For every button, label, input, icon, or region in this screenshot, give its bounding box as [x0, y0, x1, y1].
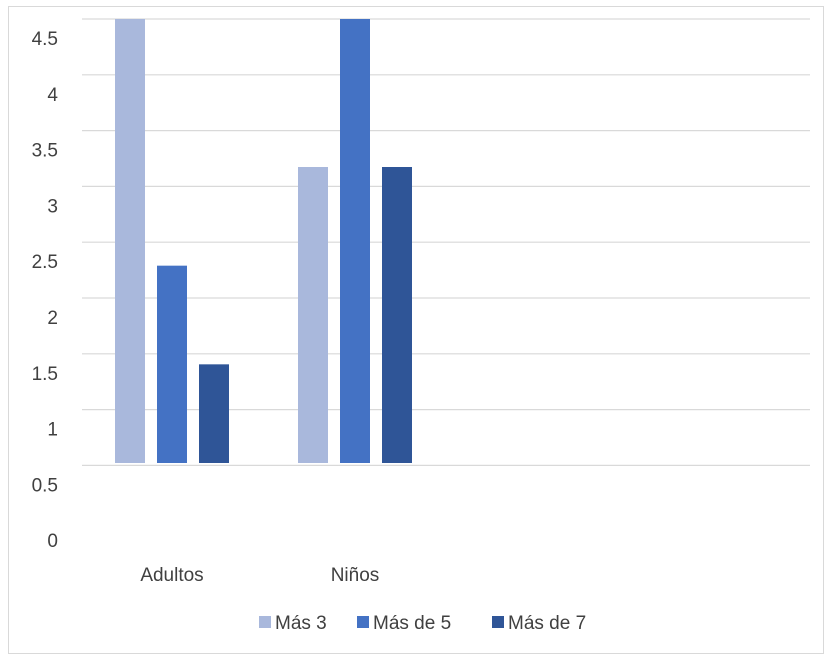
- y-tick-label: 4.5: [32, 29, 58, 50]
- legend-swatch: [357, 616, 369, 628]
- y-tick-label: 1: [47, 420, 58, 441]
- y-tick-label: 4: [47, 85, 58, 106]
- bar: [382, 167, 412, 463]
- bar: [157, 265, 187, 463]
- y-tick-label: 0: [47, 531, 58, 552]
- legend-swatch: [492, 616, 504, 628]
- y-tick-label: 3.5: [32, 141, 58, 162]
- bar: [340, 19, 370, 463]
- x-category-label: Niños: [331, 565, 380, 586]
- y-axis-tick-labels: 4.5 4 3.5 3 2.5 2 1.5 1 0.5 0: [32, 29, 59, 552]
- y-tick-label: 0.5: [32, 475, 58, 496]
- legend-swatch: [259, 616, 271, 628]
- bar: [115, 19, 145, 463]
- y-tick-label: 3: [47, 196, 58, 217]
- bar: [298, 167, 328, 463]
- legend-label: Más 3: [275, 613, 327, 634]
- legend-label: Más de 7: [508, 613, 586, 634]
- y-tick-label: 2: [47, 308, 58, 329]
- x-category-label: Adultos: [140, 565, 203, 586]
- gridlines: [82, 18, 810, 466]
- legend: Más 3 Más de 5 Más de 7: [259, 613, 586, 634]
- y-tick-label: 1.5: [32, 364, 58, 385]
- bar: [199, 364, 229, 463]
- y-tick-label: 2.5: [32, 252, 58, 273]
- x-axis-category-labels: Adultos Niños: [140, 565, 379, 586]
- legend-label: Más de 5: [373, 613, 451, 634]
- bars: [115, 19, 412, 463]
